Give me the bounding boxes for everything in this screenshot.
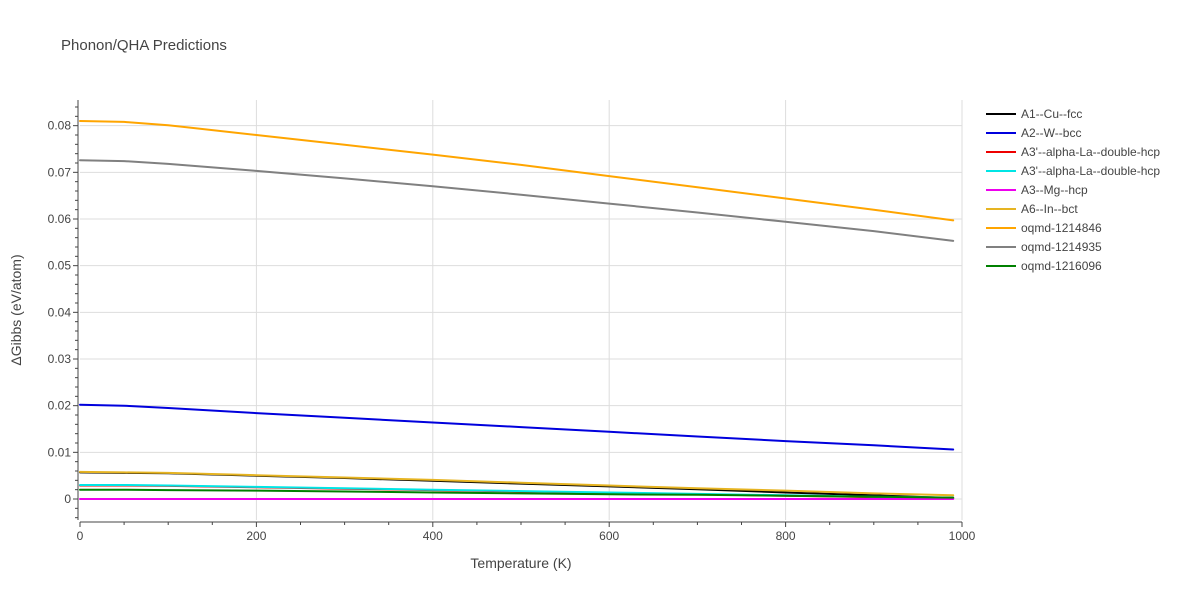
series-lines [79,120,955,500]
legend-label[interactable]: A3--Mg--hcp [1021,183,1088,197]
legend-label[interactable]: oqmd-1214846 [1021,221,1102,235]
y-axis-title: ΔGibbs (eV/atom) [8,254,24,365]
legend-label[interactable]: A1--Cu--fcc [1021,107,1082,121]
axes: 0 0.01 0.02 0.03 0.04 0.05 0.06 0.07 0.08 0 200 400… [48,100,976,543]
series-line [79,470,955,497]
x-tick-label: 600 [599,529,619,543]
x-tick-label: 800 [776,529,796,543]
y-tick-label: 0.04 [48,305,72,319]
series-line [79,159,955,242]
y-tick-label: 0.02 [48,399,72,413]
x-tick-label: 400 [423,529,443,543]
legend-label[interactable]: A3'--alpha-La--double-hcp [1021,164,1160,178]
y-tick-label: 0.05 [48,259,72,273]
x-axis-title: Temperature (K) [470,555,571,571]
y-tick-label: 0.07 [48,165,72,179]
legend-label[interactable]: A2--W--bcc [1021,126,1081,140]
legend-label[interactable]: A3'--alpha-La--double-hcp [1021,145,1160,159]
series-line [79,403,955,451]
y-tick-label: 0 [64,492,71,506]
grid [80,100,963,520]
x-tick-label: 0 [77,529,84,543]
legend-label[interactable]: oqmd-1216096 [1021,259,1102,273]
y-tick-label: 0.03 [48,352,72,366]
legend-label[interactable]: oqmd-1214935 [1021,240,1102,254]
series-line [79,120,955,222]
chart-title: Phonon/QHA Predictions [61,37,227,54]
series-line [79,488,955,499]
y-tick-label: 0.06 [48,212,72,226]
y-tick-label: 0.08 [48,119,72,133]
y-tick-label: 0.01 [48,445,72,459]
x-tick-label: 1000 [949,529,976,543]
legend: A1--Cu--fcc A2--W--bcc A3'--alpha-La--doub… [986,107,1160,273]
legend-label[interactable]: A6--In--bct [1021,202,1078,216]
x-tick-label: 200 [246,529,266,543]
